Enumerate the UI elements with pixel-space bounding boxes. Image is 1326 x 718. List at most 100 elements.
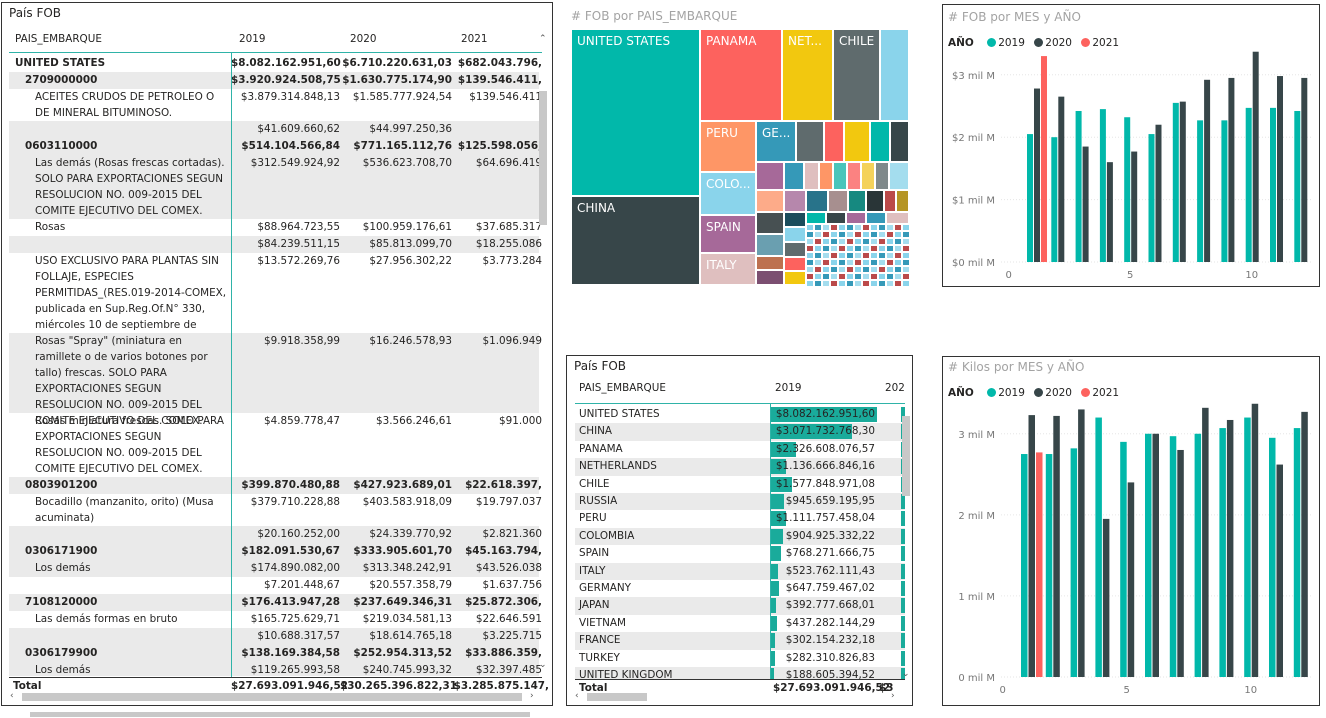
treemap-tile[interactable] [896,190,909,212]
treemap-tile[interactable] [902,273,910,280]
treemap-tile[interactable] [806,224,814,231]
treemap-tile[interactable] [814,231,822,238]
treemap-tile[interactable] [902,266,910,273]
treemap-tile[interactable] [806,273,814,280]
page-horizontal-scrollbar[interactable] [0,710,560,718]
treemap-tile[interactable] [830,231,838,238]
treemap-tile[interactable] [854,280,862,286]
treemap-tile[interactable] [846,259,854,266]
treemap-tile[interactable] [846,231,854,238]
bar-2019-month-7[interactable] [1169,436,1177,677]
treemap-tile[interactable] [866,212,886,224]
treemap-tile[interactable] [886,238,894,245]
bar-2020-month-6[interactable] [1155,124,1162,262]
treemap-tile[interactable] [878,224,886,231]
bar-2019-month-4[interactable] [1099,109,1106,263]
matrix-vertical-scrollbar[interactable]: ⌃ ⌄ [539,35,547,671]
bar-2019-month-3[interactable] [1075,110,1082,262]
treemap-tile[interactable] [814,280,822,286]
treemap-tile[interactable] [878,266,886,273]
scroll-up-icon[interactable]: ⌃ [539,34,547,44]
scrollbar-thumb[interactable] [539,91,547,225]
bar-2020-month-7[interactable] [1177,449,1184,677]
scroll-left-icon[interactable]: ‹ [10,691,14,701]
treemap-tile[interactable] [814,273,822,280]
treemap-tile[interactable] [814,245,822,252]
treemap-tile[interactable] [854,238,862,245]
treemap-tile[interactable] [862,266,870,273]
treemap-tile[interactable] [886,280,894,286]
table-row[interactable]: FRANCE $302.154.232,18 [575,632,905,650]
bar-2019-month-2[interactable] [1051,137,1058,262]
bar-2019-month-5[interactable] [1124,117,1131,263]
treemap-tile[interactable] [838,238,846,245]
treemap-tile[interactable] [806,212,826,224]
treemap-tile[interactable] [846,280,854,286]
treemap-tile[interactable] [846,212,866,224]
treemap-tile[interactable] [866,190,884,212]
treemap-tile[interactable] [878,238,886,245]
treemap-tile[interactable] [822,238,830,245]
treemap-tile[interactable] [822,224,830,231]
treemap-tile[interactable] [822,259,830,266]
table-row[interactable]: CHILE $1.577.848.971,08 [575,476,905,493]
treemap-tile[interactable] [784,271,806,285]
treemap-tile[interactable] [894,224,902,231]
treemap-tile[interactable] [902,231,910,238]
treemap-tile[interactable] [756,270,784,285]
bar-2019-month-11[interactable] [1270,107,1276,262]
treemap-tile[interactable]: CHINA [571,196,700,285]
scroll-down-icon[interactable]: ⌄ [902,669,910,679]
treemap-tile[interactable] [784,227,806,242]
bar-2020-month-4[interactable] [1102,518,1110,677]
table-row[interactable]: CHINA $3.071.732.768,30 [575,423,905,441]
bar-2020-month-3[interactable] [1082,146,1089,262]
treemap-tile[interactable] [902,259,910,266]
treemap-tile[interactable] [878,280,886,286]
treemap-tile[interactable] [894,252,902,259]
col-header-2019[interactable]: 2019 [775,382,802,394]
treemap-tile[interactable] [862,231,870,238]
treemap-tile[interactable] [822,273,830,280]
treemap-tile[interactable] [848,190,866,212]
bar-2019-month-2[interactable] [1045,454,1053,677]
treemap-tile[interactable] [846,238,854,245]
treemap-tile[interactable] [894,280,902,286]
treemap-tile[interactable] [784,257,806,271]
treemap-tile[interactable] [756,162,784,190]
col-header-pais[interactable]: PAIS_EMBARQUE [579,382,666,394]
treemap-tile[interactable] [830,273,838,280]
bar-2019-month-6[interactable] [1145,433,1152,677]
table-row[interactable]: UNITED STATES $8.082.162.951,60 [575,406,905,423]
table-row[interactable]: Rosas $88.964.723,55 $100.959.176,61 $37.68… [9,219,542,236]
treemap-tile[interactable] [854,224,862,231]
bar-2020-month-11[interactable] [1276,464,1284,677]
treemap-tile[interactable] [886,266,894,273]
treemap-tile[interactable] [822,266,830,273]
treemap-tile[interactable] [870,273,878,280]
treemap-tile[interactable] [838,280,846,286]
treemap-tile[interactable] [822,280,830,286]
bar-2020-month-10[interactable] [1251,403,1259,677]
treemap-tile[interactable]: UNITED STATES [571,29,700,196]
legend-2019[interactable]: 2019 [998,37,1025,49]
treemap-tile[interactable]: NET... [782,29,833,121]
bar-2019-month-3[interactable] [1070,448,1078,677]
bar-2019-month-6[interactable] [1148,134,1155,262]
treemap-tile[interactable] [814,259,822,266]
table-row[interactable]: 2709000000 $3.920.924.508,75 $1.630.775.17… [9,72,542,89]
bar-2019-month-5[interactable] [1120,441,1127,677]
col-header-2020[interactable]: 2020 [350,33,377,45]
table-row[interactable]: $41.609.660,62 $44.997.250,36 [9,121,539,138]
treemap-tile[interactable] [806,252,814,259]
treemap-tile[interactable] [902,238,910,245]
legend-2020[interactable]: 2020 [1045,37,1072,49]
treemap-tile[interactable] [804,162,819,190]
treemap-tile[interactable] [886,259,894,266]
treemap-tile[interactable] [878,245,886,252]
treemap-tile[interactable] [854,259,862,266]
treemap-tile[interactable] [846,273,854,280]
treemap-tile[interactable] [870,238,878,245]
treemap-tile[interactable] [830,259,838,266]
legend-2020[interactable]: 2020 [1045,387,1072,399]
